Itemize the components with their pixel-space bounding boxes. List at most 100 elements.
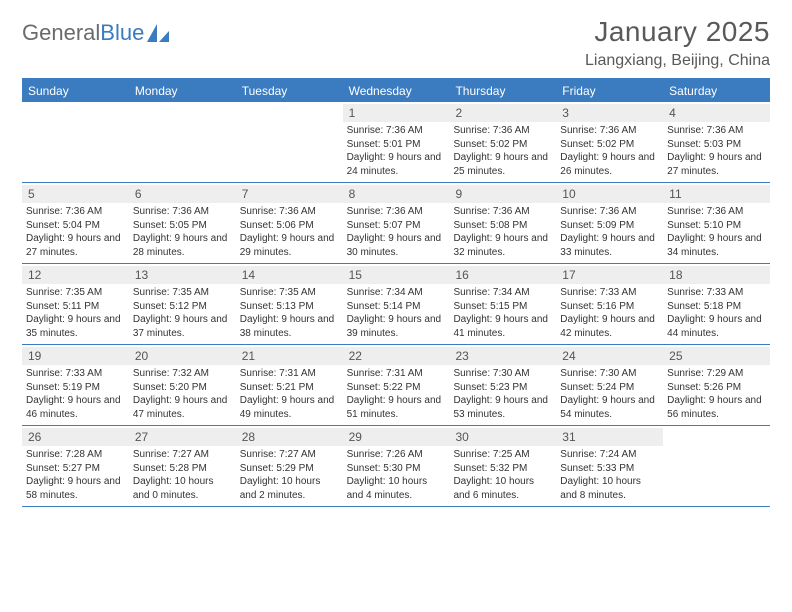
day-detail: Sunrise: 7:35 AMSunset: 5:12 PMDaylight:…	[133, 286, 232, 340]
day-number: 13	[129, 266, 236, 284]
day-number: 30	[449, 428, 556, 446]
day-detail: Sunrise: 7:36 AMSunset: 5:02 PMDaylight:…	[560, 124, 659, 178]
calendar-cell: 16Sunrise: 7:34 AMSunset: 5:15 PMDayligh…	[449, 264, 556, 344]
day-number: 21	[236, 347, 343, 365]
day-number: 10	[556, 185, 663, 203]
calendar-cell: 17 Sunrise: 7:33 AMSunset: 5:16 PMDayligh…	[556, 264, 663, 344]
month-title: January 2025	[585, 16, 770, 48]
day-number: 20	[129, 347, 236, 365]
weekday-label: Saturday	[663, 80, 770, 102]
day-number: 19	[22, 347, 129, 365]
day-number: 26	[22, 428, 129, 446]
day-number: 5	[22, 185, 129, 203]
calendar-cell: 9Sunrise: 7:36 AMSunset: 5:08 PMDaylight…	[449, 183, 556, 263]
day-detail: Sunrise: 7:36 AMSunset: 5:01 PMDaylight:…	[347, 124, 446, 178]
day-number: 28	[236, 428, 343, 446]
calendar-cell: 4Sunrise: 7:36 AMSunset: 5:03 PMDaylight…	[663, 102, 770, 182]
day-number: 22	[343, 347, 450, 365]
calendar-cell: 27 Sunrise: 7:27 AMSunset: 5:28 PMDayligh…	[129, 426, 236, 506]
calendar-week: 1 Sunrise: 7:36 AMSunset: 5:01 PMDaylight…	[22, 102, 770, 183]
day-number: 23	[449, 347, 556, 365]
calendar-cell: 24 Sunrise: 7:30 AMSunset: 5:24 PMDayligh…	[556, 345, 663, 425]
calendar-cell	[22, 102, 129, 182]
day-detail: Sunrise: 7:28 AMSunset: 5:27 PMDaylight:…	[26, 448, 125, 502]
day-number: 24	[556, 347, 663, 365]
day-number: 11	[663, 185, 770, 203]
day-detail: Sunrise: 7:31 AMSunset: 5:21 PMDaylight:…	[240, 367, 339, 421]
day-detail: Sunrise: 7:34 AMSunset: 5:15 PMDaylight:…	[453, 286, 552, 340]
calendar-cell: 30Sunrise: 7:25 AMSunset: 5:32 PMDayligh…	[449, 426, 556, 506]
location-subtitle: Liangxiang, Beijing, China	[585, 52, 770, 70]
brand-logo: GeneralBlue	[22, 20, 169, 46]
sail-icon	[147, 24, 169, 42]
day-detail: Sunrise: 7:35 AMSunset: 5:13 PMDaylight:…	[240, 286, 339, 340]
day-number: 25	[663, 347, 770, 365]
day-detail: Sunrise: 7:27 AMSunset: 5:28 PMDaylight:…	[133, 448, 232, 502]
day-detail: Sunrise: 7:36 AMSunset: 5:05 PMDaylight:…	[133, 205, 232, 259]
calendar-cell: 26 Sunrise: 7:28 AMSunset: 5:27 PMDayligh…	[22, 426, 129, 506]
calendar-cell: 19 Sunrise: 7:33 AMSunset: 5:19 PMDayligh…	[22, 345, 129, 425]
weekday-header: SundayMondayTuesdayWednesdayThursdayFrid…	[22, 80, 770, 102]
day-detail: Sunrise: 7:31 AMSunset: 5:22 PMDaylight:…	[347, 367, 446, 421]
calendar-cell: 15 Sunrise: 7:34 AMSunset: 5:14 PMDayligh…	[343, 264, 450, 344]
day-detail: Sunrise: 7:36 AMSunset: 5:07 PMDaylight:…	[347, 205, 446, 259]
day-detail: Sunrise: 7:35 AMSunset: 5:11 PMDaylight:…	[26, 286, 125, 340]
calendar-cell: 10 Sunrise: 7:36 AMSunset: 5:09 PMDayligh…	[556, 183, 663, 263]
day-number: 18	[663, 266, 770, 284]
calendar-cell: 29Sunrise: 7:26 AMSunset: 5:30 PMDayligh…	[343, 426, 450, 506]
day-number: 15	[343, 266, 450, 284]
day-number: 8	[343, 185, 450, 203]
calendar-week: 12 Sunrise: 7:35 AMSunset: 5:11 PMDayligh…	[22, 264, 770, 345]
day-detail: Sunrise: 7:36 AMSunset: 5:04 PMDaylight:…	[26, 205, 125, 259]
calendar-cell: 5 Sunrise: 7:36 AMSunset: 5:04 PMDaylight…	[22, 183, 129, 263]
calendar-cell: 11Sunrise: 7:36 AMSunset: 5:10 PMDayligh…	[663, 183, 770, 263]
day-detail: Sunrise: 7:36 AMSunset: 5:08 PMDaylight:…	[453, 205, 552, 259]
day-detail: Sunrise: 7:30 AMSunset: 5:24 PMDaylight:…	[560, 367, 659, 421]
calendar-cell: 18 Sunrise: 7:33 AMSunset: 5:18 PMDayligh…	[663, 264, 770, 344]
calendar-cell: 7Sunrise: 7:36 AMSunset: 5:06 PMDaylight…	[236, 183, 343, 263]
day-detail: Sunrise: 7:27 AMSunset: 5:29 PMDaylight:…	[240, 448, 339, 502]
calendar-week: 26 Sunrise: 7:28 AMSunset: 5:27 PMDayligh…	[22, 426, 770, 507]
calendar-cell: 6 Sunrise: 7:36 AMSunset: 5:05 PMDaylight…	[129, 183, 236, 263]
day-detail: Sunrise: 7:30 AMSunset: 5:23 PMDaylight:…	[453, 367, 552, 421]
calendar-week: 19 Sunrise: 7:33 AMSunset: 5:19 PMDayligh…	[22, 345, 770, 426]
day-detail: Sunrise: 7:24 AMSunset: 5:33 PMDaylight:…	[560, 448, 659, 502]
day-number: 1	[343, 104, 450, 122]
day-number: 6	[129, 185, 236, 203]
weekday-label: Monday	[129, 80, 236, 102]
weekday-label: Friday	[556, 80, 663, 102]
calendar-cell: 1 Sunrise: 7:36 AMSunset: 5:01 PMDaylight…	[343, 102, 450, 182]
calendar-grid: SundayMondayTuesdayWednesdayThursdayFrid…	[22, 78, 770, 507]
calendar-cell: 31 Sunrise: 7:24 AMSunset: 5:33 PMDayligh…	[556, 426, 663, 506]
brand-part2: Blue	[100, 20, 144, 46]
day-detail: Sunrise: 7:33 AMSunset: 5:16 PMDaylight:…	[560, 286, 659, 340]
day-number: 3	[556, 104, 663, 122]
day-detail: Sunrise: 7:33 AMSunset: 5:18 PMDaylight:…	[667, 286, 766, 340]
calendar-cell: 22 Sunrise: 7:31 AMSunset: 5:22 PMDayligh…	[343, 345, 450, 425]
weekday-label: Thursday	[449, 80, 556, 102]
calendar-page: GeneralBlue January 2025 Liangxiang, Bei…	[0, 0, 792, 523]
day-number: 27	[129, 428, 236, 446]
day-number: 29	[343, 428, 450, 446]
day-detail: Sunrise: 7:36 AMSunset: 5:02 PMDaylight:…	[453, 124, 552, 178]
day-detail: Sunrise: 7:36 AMSunset: 5:09 PMDaylight:…	[560, 205, 659, 259]
calendar-cell: 14Sunrise: 7:35 AMSunset: 5:13 PMDayligh…	[236, 264, 343, 344]
calendar-cell	[663, 426, 770, 506]
calendar-cell: 8 Sunrise: 7:36 AMSunset: 5:07 PMDaylight…	[343, 183, 450, 263]
weekday-label: Wednesday	[343, 80, 450, 102]
page-header: GeneralBlue January 2025 Liangxiang, Bei…	[22, 16, 770, 70]
day-detail: Sunrise: 7:34 AMSunset: 5:14 PMDaylight:…	[347, 286, 446, 340]
calendar-cell: 20Sunrise: 7:32 AMSunset: 5:20 PMDayligh…	[129, 345, 236, 425]
day-number: 2	[449, 104, 556, 122]
weekday-label: Tuesday	[236, 80, 343, 102]
day-number: 31	[556, 428, 663, 446]
calendar-cell: 12 Sunrise: 7:35 AMSunset: 5:11 PMDayligh…	[22, 264, 129, 344]
calendar-cell: 28 Sunrise: 7:27 AMSunset: 5:29 PMDayligh…	[236, 426, 343, 506]
day-detail: Sunrise: 7:36 AMSunset: 5:06 PMDaylight:…	[240, 205, 339, 259]
title-block: January 2025 Liangxiang, Beijing, China	[585, 16, 770, 70]
calendar-cell	[129, 102, 236, 182]
day-number: 12	[22, 266, 129, 284]
day-number: 17	[556, 266, 663, 284]
day-detail: Sunrise: 7:33 AMSunset: 5:19 PMDaylight:…	[26, 367, 125, 421]
day-detail: Sunrise: 7:29 AMSunset: 5:26 PMDaylight:…	[667, 367, 766, 421]
